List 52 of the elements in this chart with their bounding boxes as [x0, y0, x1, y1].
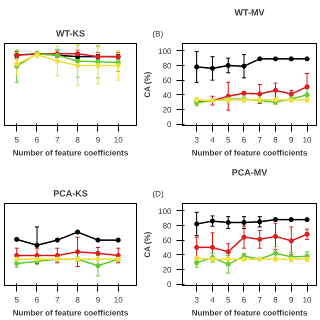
x-tick-label: 5	[226, 296, 231, 304]
y-tick-label: 20	[162, 105, 172, 114]
x-tick-label: 7	[258, 296, 263, 304]
y-tick-label: 80	[162, 221, 172, 230]
x-axis-title: Number of feature coefficients	[192, 308, 308, 318]
x-tick-label: 7	[258, 136, 263, 144]
x-tick-label: 8	[273, 136, 278, 144]
x-tick-label: 9	[289, 136, 294, 144]
chart-title: PCA-MV	[232, 168, 268, 178]
x-tick-label: 10	[302, 136, 312, 144]
x-tick-label: 7	[55, 296, 60, 304]
x-tick-label: 6	[242, 296, 247, 304]
x-tick-label: 8	[273, 296, 278, 304]
x-tick-label: 10	[114, 136, 124, 144]
y-axis-title: CA (%)	[143, 71, 152, 98]
x-tick-label: 4	[210, 296, 216, 304]
y-tick-label: 40	[162, 250, 172, 260]
y-tick-label: 0	[167, 120, 172, 130]
y-tick-label: 100	[158, 46, 172, 56]
x-axis-title: Number of feature coefficients	[192, 148, 308, 158]
x-tick-label: 10	[114, 296, 124, 304]
y-axis-title: CA (%)	[143, 231, 152, 258]
y-tick-label: 40	[162, 90, 172, 100]
x-tick-label: 8	[75, 136, 80, 144]
x-tick-label: 8	[75, 296, 80, 304]
x-tick-label: 10	[302, 296, 312, 304]
chart-title: WT-KS	[56, 28, 85, 38]
x-axis-title: Number of feature coefficients	[12, 148, 129, 158]
x-tick-label: 6	[34, 136, 40, 144]
y-tick-label: 0	[167, 280, 172, 290]
chart-title: PCA-KS	[53, 188, 88, 198]
text: (B)	[152, 30, 164, 38]
x-tick-label: 6	[242, 136, 247, 144]
y-tick-label: 80	[162, 61, 172, 70]
x-tick-label: 6	[34, 296, 40, 304]
x-tick-label: 7	[55, 136, 60, 144]
x-tick-label: 4	[210, 136, 216, 144]
x-axis-title: Number of feature coefficients	[12, 308, 129, 318]
x-tick-label: 5	[226, 136, 231, 144]
x-tick-label: 5	[14, 296, 20, 304]
x-tick-label: 9	[289, 296, 294, 304]
x-tick-label: 5	[14, 136, 20, 144]
x-tick-label: 3	[194, 296, 200, 304]
x-tick-label: 3	[194, 136, 200, 144]
x-tick-label: 9	[96, 136, 101, 144]
y-tick-label: 60	[162, 236, 172, 246]
y-tick-label: 20	[162, 265, 172, 274]
x-tick-label: 9	[96, 296, 101, 304]
text: (D)	[152, 190, 164, 198]
y-tick-label: 100	[158, 206, 172, 216]
chart-title: WT-MV	[234, 8, 265, 18]
y-tick-label: 60	[162, 76, 172, 86]
